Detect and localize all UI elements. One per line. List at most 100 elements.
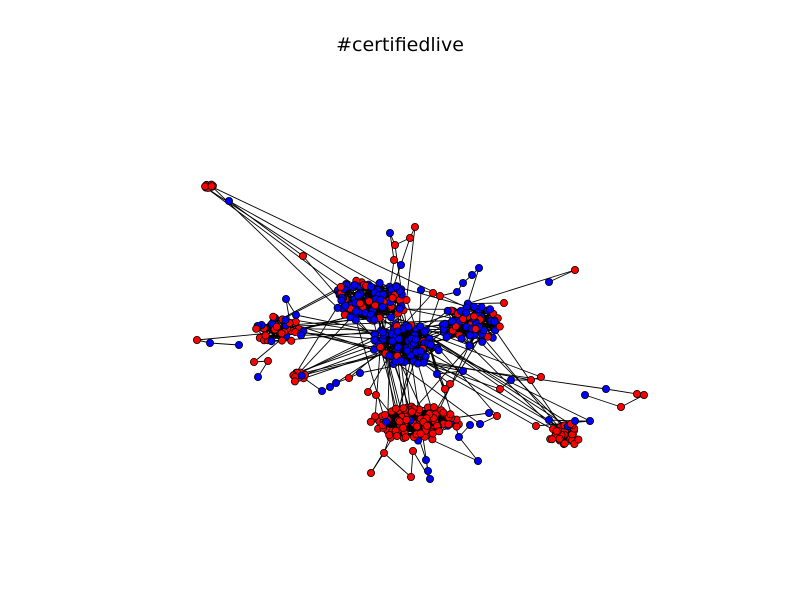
graph-node-blue [470,302,479,311]
graph-node-blue [454,432,463,441]
graph-node-blue [376,295,385,304]
graph-node-red [537,372,546,381]
graph-node-red [390,240,399,249]
graph-node-red [405,233,414,242]
graph-node-blue [461,308,470,317]
graph-node-blue [477,302,486,311]
graph-node-blue [545,415,554,424]
node-layer [192,180,649,483]
graph-node-blue [297,371,306,380]
graph-node-red [399,423,408,432]
graph-node-red [492,411,501,420]
graph-node-red [640,390,649,399]
graph-edge [410,450,414,478]
graph-node-red [548,435,557,444]
graph-node-blue [416,285,425,294]
graph-edge [548,269,576,283]
graph-node-blue [385,351,394,360]
graph-node-blue [394,342,403,351]
graph-node-blue [448,317,457,326]
graph-node-red [402,415,411,424]
graph-node-blue [432,369,441,378]
graph-edge [494,330,571,440]
graph-node-red [391,404,400,413]
graph-node-red [429,403,438,412]
graph-node-blue [392,282,401,291]
graph-edge [211,185,346,316]
graph-node-blue [354,291,363,300]
graph-node-blue [281,294,290,303]
graph-node-blue [351,307,360,316]
graph-node-red [435,291,444,300]
graph-node-red [571,265,580,274]
graph-edge [421,361,607,390]
graph-node-blue [404,323,413,332]
graph-node-blue [395,304,404,313]
graph-node-blue [465,420,474,429]
graph-node-red [408,446,417,455]
graph-edge [605,388,638,395]
graph-node-red [249,357,258,366]
graph-edge [475,328,560,429]
graph-node-blue [395,334,404,343]
graph-node-red [401,433,410,442]
graph-node-red [399,404,408,413]
graph-node-blue [465,331,474,340]
graph-node-blue [465,341,474,350]
graph-node-red [471,324,480,333]
graph-node-red [363,387,372,396]
graph-node-blue [467,270,476,279]
graph-node-red [452,422,461,431]
graph-node-blue [506,375,515,384]
graph-edge [209,342,240,346]
graph-node-red [261,331,270,340]
graph-node-blue [393,327,402,336]
graph-node-blue [385,228,394,237]
graph-node-red [277,329,286,338]
graph-node-blue [458,366,467,375]
graph-node-blue [425,474,434,483]
graph-node-blue [421,455,430,464]
graph-node-blue [403,346,412,355]
graph-node-blue [382,417,391,426]
graph-node-blue [350,280,359,289]
graph-node-red [364,297,373,306]
graph-node-blue [379,328,388,337]
graph-edge [458,436,479,462]
graph-edge [386,355,481,425]
graph-node-red [395,417,404,426]
graph-node-blue [346,313,355,322]
graph-node-red [469,312,478,321]
graph-node-blue [317,386,326,395]
graph-node-blue [457,334,466,343]
graph-node-blue [478,337,487,346]
graph-node-blue [224,196,233,205]
graph-edge [415,327,573,426]
graph-node-red [527,375,536,384]
graph-node-blue [602,384,611,393]
graph-node-blue [297,331,306,340]
graph-node-blue [571,416,580,425]
graph-node-red [633,389,642,398]
graph-node-blue [370,315,379,324]
graph-node-red [495,322,504,331]
graph-node-red [617,402,626,411]
graph-node-blue [484,408,493,417]
graph-node-red [407,407,416,416]
graph-node-red [272,322,281,331]
graph-node-red [356,299,365,308]
graph-node-blue [440,319,449,328]
graph-edge [620,394,645,408]
graph-node-red [412,422,421,431]
graph-node-red [388,293,397,302]
graph-edge [295,300,342,374]
graph-edge [300,331,384,374]
graph-edge [467,269,576,305]
graph-node-red [344,373,353,382]
graph-node-red [371,390,380,399]
graph-node-blue [545,277,554,286]
graph-node-blue [341,301,350,310]
graph-node-red [385,430,394,439]
